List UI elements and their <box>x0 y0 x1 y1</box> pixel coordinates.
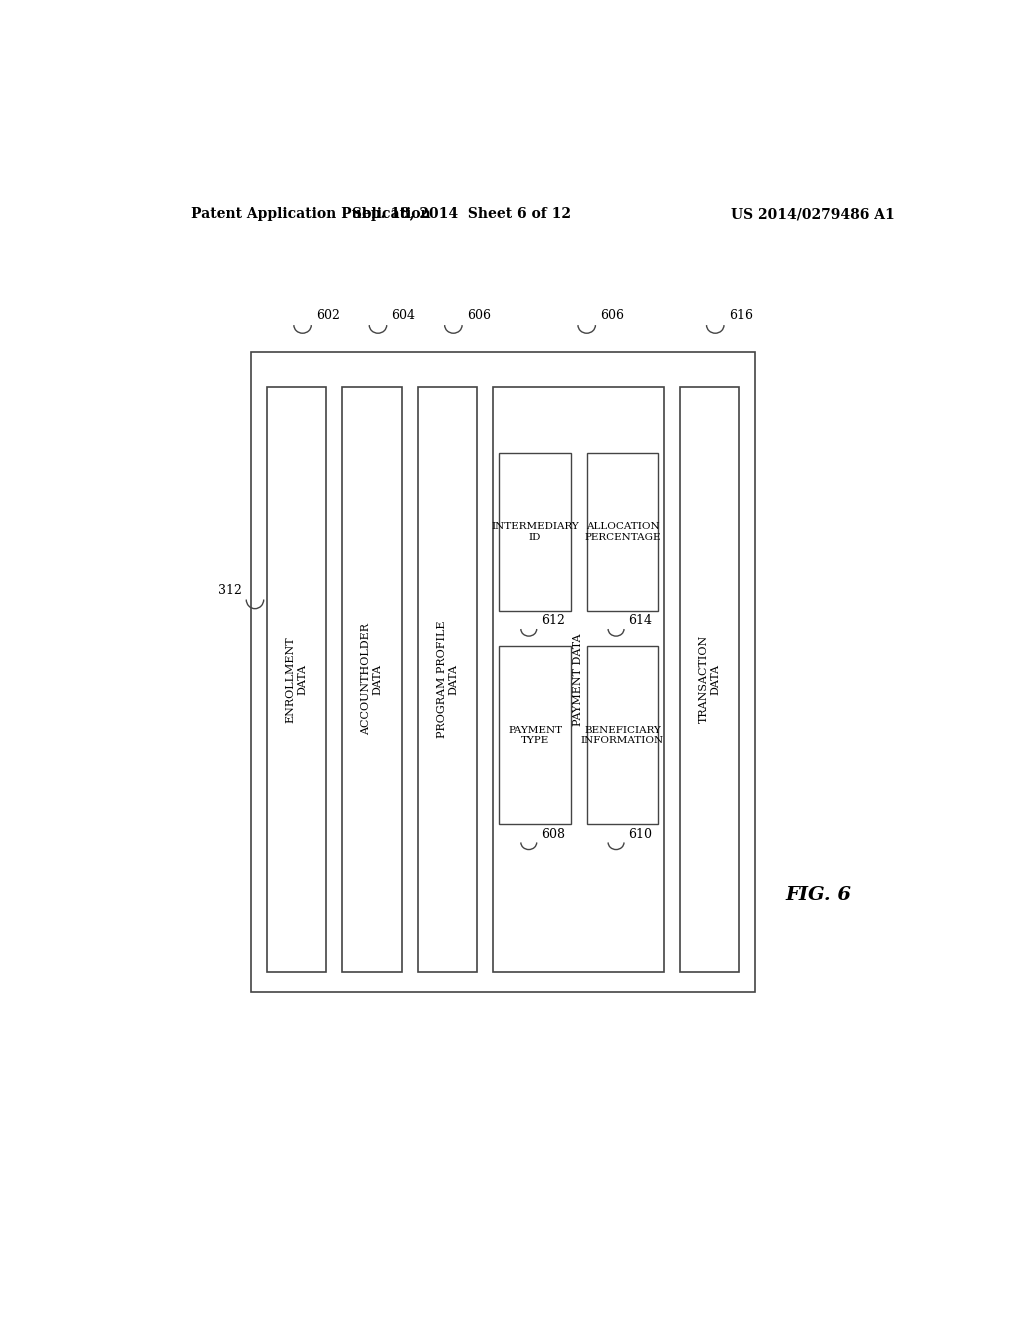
Bar <box>587 647 658 824</box>
Text: 606: 606 <box>600 309 625 322</box>
Text: 608: 608 <box>541 828 564 841</box>
Text: Patent Application Publication: Patent Application Publication <box>191 207 431 222</box>
Text: PAYMENT DATA: PAYMENT DATA <box>573 634 584 726</box>
Bar <box>500 647 570 824</box>
Bar <box>500 453 570 611</box>
Text: ACCOUNTHOLDER
DATA: ACCOUNTHOLDER DATA <box>361 623 383 735</box>
Text: 604: 604 <box>391 309 416 322</box>
Text: INTERMEDIARY
ID: INTERMEDIARY ID <box>492 523 579 541</box>
Text: ENROLLMENT
DATA: ENROLLMENT DATA <box>286 636 307 722</box>
Bar <box>251 351 755 991</box>
Bar <box>267 387 327 972</box>
Text: Sep. 18, 2014  Sheet 6 of 12: Sep. 18, 2014 Sheet 6 of 12 <box>352 207 570 222</box>
Text: FIG. 6: FIG. 6 <box>785 886 851 904</box>
Text: ALLOCATION
PERCENTAGE: ALLOCATION PERCENTAGE <box>584 523 660 541</box>
Text: 616: 616 <box>729 309 753 322</box>
Text: TRANSACTION
DATA: TRANSACTION DATA <box>698 635 720 723</box>
Text: 312: 312 <box>218 583 242 597</box>
Bar <box>418 387 477 972</box>
Text: PROGRAM PROFILE
DATA: PROGRAM PROFILE DATA <box>436 620 458 738</box>
Text: PAYMENT
TYPE: PAYMENT TYPE <box>508 726 562 744</box>
Text: 610: 610 <box>628 828 652 841</box>
Text: 606: 606 <box>467 309 490 322</box>
Text: BENEFICIARY
INFORMATION: BENEFICIARY INFORMATION <box>581 726 664 744</box>
Bar <box>680 387 739 972</box>
Bar <box>587 453 658 611</box>
Bar <box>494 387 664 972</box>
Text: 602: 602 <box>316 309 340 322</box>
Text: 614: 614 <box>628 614 652 627</box>
Bar <box>342 387 401 972</box>
Text: 612: 612 <box>541 614 564 627</box>
Text: US 2014/0279486 A1: US 2014/0279486 A1 <box>731 207 895 222</box>
